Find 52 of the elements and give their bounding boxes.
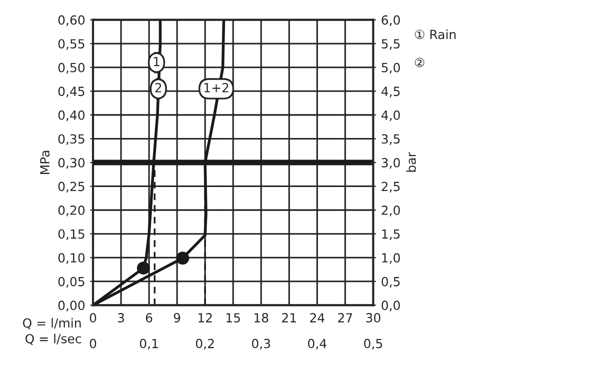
y-tick-label: 0,35 [58, 134, 84, 145]
y-axis-title: MPa [40, 150, 50, 174]
x2-axis-title: Q = l/sec [25, 334, 82, 345]
x-tick-label: 6 [146, 313, 152, 322]
y2-tick-label: 3,0 [382, 158, 400, 169]
x2-tick-label: 0,2 [196, 338, 214, 350]
y2-tick-label: 1,5 [382, 229, 400, 240]
x-tick-label: 21 [282, 313, 296, 322]
x-tick-label: 3 [118, 313, 124, 322]
annotation: 1+2 [204, 82, 228, 92]
y2-tick-label: 1,0 [382, 253, 400, 264]
y2-axis-title: bar [406, 152, 416, 172]
text: ① Rain [414, 29, 456, 40]
x2-tick-label: 0,1 [140, 338, 158, 350]
x-tick-label: 0 [90, 313, 96, 322]
y-tick-label: 0,55 [58, 39, 84, 50]
x-tick-label: 18 [254, 313, 268, 322]
x2-tick-label: 0,4 [308, 338, 326, 350]
x-tick-label: 12 [198, 313, 212, 322]
y2-tick-label: 0,5 [382, 276, 400, 288]
y-tick-label: 0,45 [58, 86, 84, 98]
y-tick-label: 0,15 [58, 229, 84, 240]
x-tick-label: 24 [310, 313, 324, 322]
y-tick-label: 0,60 [58, 15, 85, 26]
x-tick-label: 9 [174, 313, 180, 322]
y2-tick-label: 0,0 [382, 300, 400, 312]
y2-tick-label: 4,5 [381, 86, 400, 98]
x2-tick-label: 0 [90, 338, 96, 348]
y2-tick-label: 5,5 [382, 39, 400, 50]
y-tick-label: 0,20 [58, 206, 85, 216]
y2-tick-label: 2,5 [382, 182, 400, 192]
y2-tick-label: 3,5 [382, 134, 400, 145]
y-tick-label: 0,30 [58, 158, 85, 169]
text: ② [414, 58, 424, 68]
y-tick-label: 0,50 [58, 62, 85, 74]
annotation: 2 [155, 82, 162, 92]
x-axis-title: Q = l/min [22, 318, 81, 330]
x2-tick-label: 0,3 [252, 338, 270, 350]
y-tick-label: 0,40 [58, 110, 85, 122]
x-tick-label: 15 [226, 313, 240, 322]
y2-tick-label: 5,0 [382, 62, 400, 74]
x-tick-label: 30 [366, 313, 380, 322]
y-tick-label: 0,10 [58, 253, 85, 264]
y-tick-label: 0,25 [58, 182, 84, 192]
x-tick-label: 27 [338, 313, 352, 322]
y2-tick-label: 2,0 [382, 206, 400, 216]
x2-tick-label: 0,5 [364, 338, 382, 350]
y-tick-label: 0,05 [58, 276, 84, 288]
y2-tick-label: 6,0 [382, 15, 400, 26]
y2-tick-label: 4,0 [381, 110, 400, 122]
annotation: 1 [154, 56, 160, 66]
y-tick-label: 0,00 [58, 300, 85, 312]
